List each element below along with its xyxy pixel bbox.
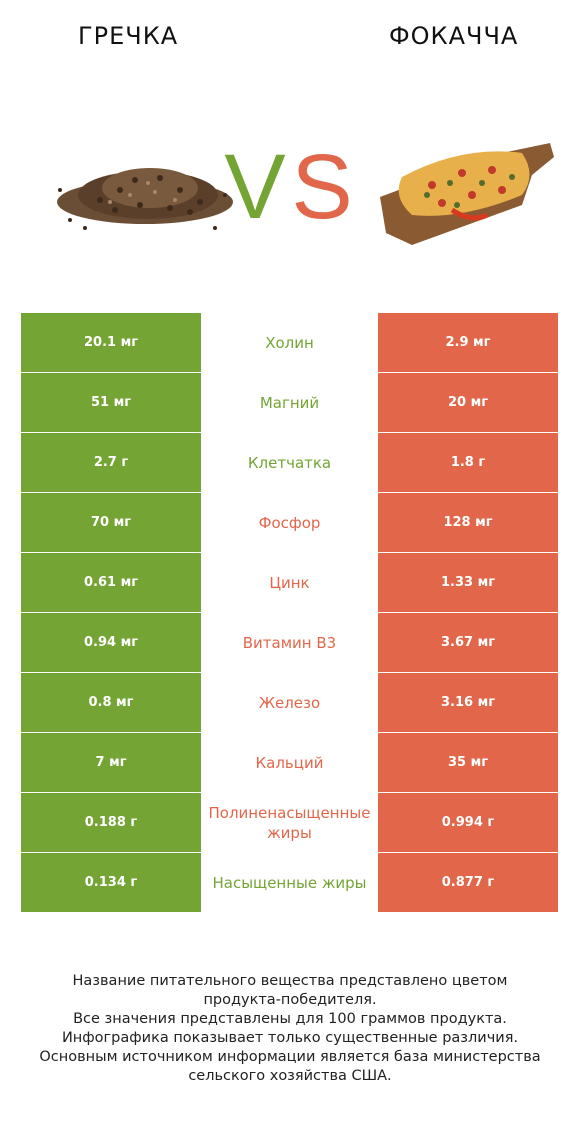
nutrient-name: Фосфор [201, 493, 378, 552]
left-value: 51 мг [21, 373, 201, 432]
footnote-line: Основным источником информации является … [39, 1049, 541, 1065]
nutrient-name: Полиненасыщенные жиры [201, 793, 378, 852]
table-row: 7 мг Кальций 35 мг [21, 733, 558, 792]
left-value: 0.188 г [21, 793, 201, 852]
footnote-line: сельского хозяйства США. [188, 1068, 392, 1084]
right-value: 0.994 г [378, 793, 558, 852]
vs-letter-s: S [291, 138, 352, 228]
left-value: 0.94 мг [21, 613, 201, 672]
right-value: 0.877 г [378, 853, 558, 912]
left-value: 2.7 г [21, 433, 201, 492]
left-value: 20.1 мг [21, 313, 201, 372]
footnote-line: продукта-победителя. [203, 992, 377, 1008]
left-value: 0.8 мг [21, 673, 201, 732]
right-value: 35 мг [378, 733, 558, 792]
table-row: 20.1 мг Холин 2.9 мг [21, 313, 558, 372]
left-value: 0.61 мг [21, 553, 201, 612]
focaccia-image [380, 143, 554, 245]
nutrient-name: Цинк [201, 553, 378, 612]
table-row: 0.61 мг Цинк 1.33 мг [21, 553, 558, 612]
table-row: 51 мг Магний 20 мг [21, 373, 558, 432]
nutrient-name: Витамин B3 [201, 613, 378, 672]
table-row: 0.188 г Полиненасыщенные жиры 0.994 г [21, 793, 558, 852]
right-value: 1.33 мг [378, 553, 558, 612]
right-value: 3.67 мг [378, 613, 558, 672]
footnote-line: Название питательного вещества представл… [72, 973, 508, 989]
table-row: 0.8 мг Железо 3.16 мг [21, 673, 558, 732]
table-row: 0.94 мг Витамин B3 3.67 мг [21, 613, 558, 672]
right-food-title: ФОКАЧЧА [389, 22, 519, 50]
nutrient-name: Магний [201, 373, 378, 432]
nutrient-name: Насыщенные жиры [201, 853, 378, 912]
buckwheat-image [57, 168, 233, 230]
left-value: 70 мг [21, 493, 201, 552]
left-food-title: ГРЕЧКА [78, 22, 179, 50]
left-value: 0.134 г [21, 853, 201, 912]
right-value: 3.16 мг [378, 673, 558, 732]
right-value: 2.9 мг [378, 313, 558, 372]
vs-logo: V S [224, 138, 352, 228]
nutrient-name: Клетчатка [201, 433, 378, 492]
nutrient-name: Кальций [201, 733, 378, 792]
nutrient-name: Железо [201, 673, 378, 732]
nutrient-name: Холин [201, 313, 378, 372]
footnote: Название питательного вещества представл… [0, 972, 580, 1086]
right-value: 20 мг [378, 373, 558, 432]
table-row: 70 мг Фосфор 128 мг [21, 493, 558, 552]
right-value: 128 мг [378, 493, 558, 552]
table-row: 0.134 г Насыщенные жиры 0.877 г [21, 853, 558, 912]
right-value: 1.8 г [378, 433, 558, 492]
left-value: 7 мг [21, 733, 201, 792]
footnote-line: Все значения представлены для 100 граммо… [73, 1011, 507, 1027]
footnote-line: Инфографика показывает только существенн… [61, 1030, 519, 1046]
vs-letter-v: V [224, 138, 285, 228]
table-row: 2.7 г Клетчатка 1.8 г [21, 433, 558, 492]
